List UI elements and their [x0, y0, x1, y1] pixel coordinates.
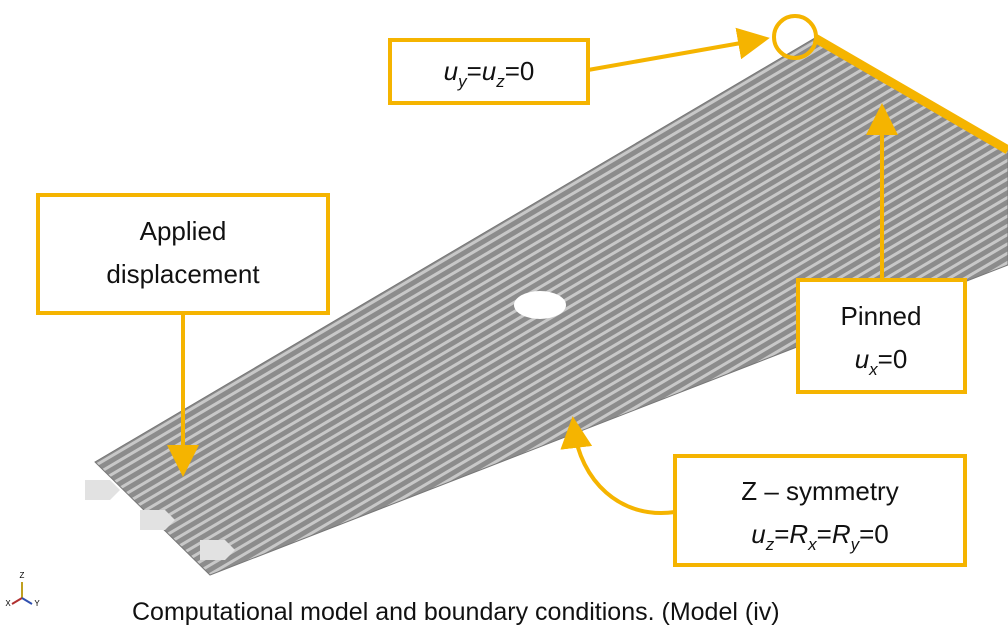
text-run: =0 — [505, 56, 535, 86]
figure: uy=uz=0 Applied displacement Pinned ux=0… — [0, 0, 1008, 636]
text-run: z — [765, 535, 775, 554]
triad-label: X — [5, 599, 11, 608]
text-run: R — [789, 519, 808, 549]
text-run: = — [817, 519, 832, 549]
text-run: R — [832, 519, 851, 549]
axis-triad: Z X Y — [5, 571, 40, 608]
triad-label: Z — [20, 571, 25, 580]
caption: Computational model and boundary conditi… — [132, 598, 780, 626]
text-run: u — [855, 344, 869, 374]
text-run: x — [807, 535, 817, 554]
text-run: u — [751, 519, 765, 549]
triad-label: Y — [34, 599, 40, 608]
text-run: =0 — [859, 519, 889, 549]
text-run: = — [467, 56, 482, 86]
text-run: z — [495, 72, 505, 91]
text-run: =0 — [878, 344, 908, 374]
text-run: = — [774, 519, 789, 549]
callout-applied: Applied — [140, 216, 227, 246]
callout-applied: displacement — [106, 259, 260, 289]
text-run: u — [482, 56, 496, 86]
callout-pinned: Pinned — [841, 301, 922, 331]
text-run: x — [868, 360, 878, 379]
callout-top: uy=uz=0 — [444, 56, 535, 91]
callout-symmetry: Z – symmetry — [741, 476, 898, 506]
callout-pinned: ux=0 — [855, 344, 908, 379]
text-run: u — [444, 56, 458, 86]
